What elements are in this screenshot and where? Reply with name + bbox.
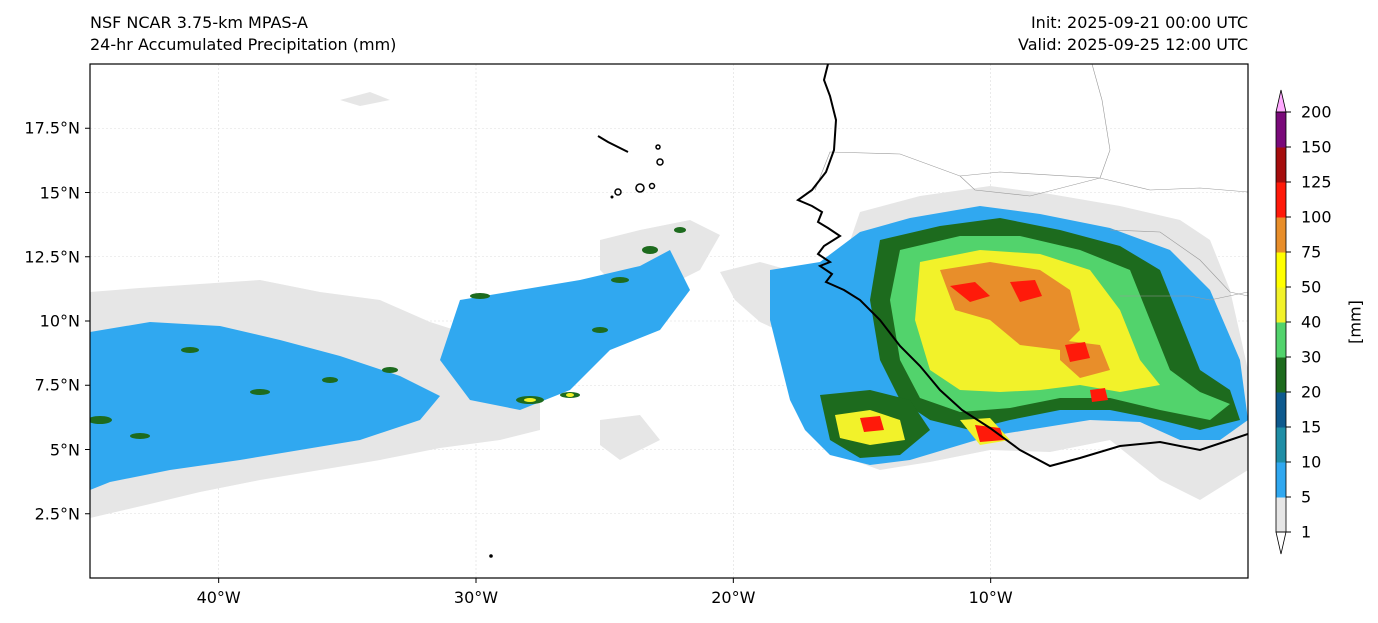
x-tick-label: 30°W <box>453 588 499 607</box>
colorbar-segment <box>1276 357 1286 393</box>
colorbar-segment <box>1276 252 1286 288</box>
colorbar-segment <box>1276 147 1286 183</box>
colorbar-level-label: 40 <box>1301 312 1322 332</box>
precip-scattered-cells <box>90 227 686 439</box>
y-tick-label: 17.5°N <box>24 118 80 138</box>
colorbar-level-label: 15 <box>1301 417 1322 437</box>
colorbar-level-label: 30 <box>1301 347 1322 367</box>
colorbar-level-label: 50 <box>1301 277 1322 297</box>
y-tick-label: 15°N <box>39 183 80 202</box>
colorbar-segment <box>1276 427 1286 463</box>
colorbar-segment <box>1276 217 1286 253</box>
colorbar-level-label: 1 <box>1301 522 1312 542</box>
colorbar-level-label: 150 <box>1301 137 1332 157</box>
precip-scattered-yellow <box>524 393 574 402</box>
y-tick-label: 7.5°N <box>34 375 80 395</box>
colorbar-level-label: 200 <box>1301 102 1332 122</box>
x-tick-label: 40°W <box>196 588 241 607</box>
x-tick-label: 20°W <box>711 588 756 607</box>
precip-field <box>90 92 1248 518</box>
precip-100mm-areas <box>860 280 1108 442</box>
field-title: 24-hr Accumulated Precipitation (mm) <box>90 35 397 54</box>
colorbar-segment <box>1276 392 1286 428</box>
init-time: Init: 2025-09-21 00:00 UTC <box>1030 13 1248 32</box>
y-tick-label: 10°N <box>39 311 80 331</box>
colorbar-level-label: 5 <box>1301 487 1312 507</box>
y-tick-label: 2.5°N <box>34 504 80 524</box>
y-tick-label: 12.5°N <box>24 247 80 267</box>
colorbar-segment <box>1276 287 1286 323</box>
colorbar-under-arrow <box>1275 531 1287 555</box>
colorbar-over-arrow <box>1275 89 1287 113</box>
x-tick-label: 10°W <box>968 588 1013 607</box>
borders <box>814 64 1248 301</box>
colorbar-segment <box>1276 462 1286 498</box>
colorbar-segment <box>1276 182 1286 218</box>
colorbar-level-label: 75 <box>1301 242 1322 262</box>
y-tick-label: 5°N <box>49 440 80 459</box>
map-header-left: NSF NCAR 3.75-km MPAS-A 24-hr Accumulate… <box>90 12 396 56</box>
colorbar-segment <box>1276 112 1286 148</box>
map-header-right: Init: 2025-09-21 00:00 UTC Valid: 2025-0… <box>1018 12 1248 56</box>
colorbar-segment <box>1276 322 1286 358</box>
model-title: NSF NCAR 3.75-km MPAS-A <box>90 13 308 32</box>
coastline <box>489 64 1248 558</box>
colorbar-level-label: 100 <box>1301 207 1332 227</box>
colorbar-level-label: 10 <box>1301 452 1322 472</box>
colorbar-units: [mm] <box>1345 300 1365 344</box>
valid-time: Valid: 2025-09-25 12:00 UTC <box>1017 35 1248 54</box>
colorbar <box>1275 89 1291 555</box>
colorbar-segment <box>1276 497 1286 533</box>
axis-ticks <box>85 127 992 583</box>
colorbar-level-label: 20 <box>1301 382 1322 402</box>
colorbar-level-label: 125 <box>1301 172 1332 192</box>
